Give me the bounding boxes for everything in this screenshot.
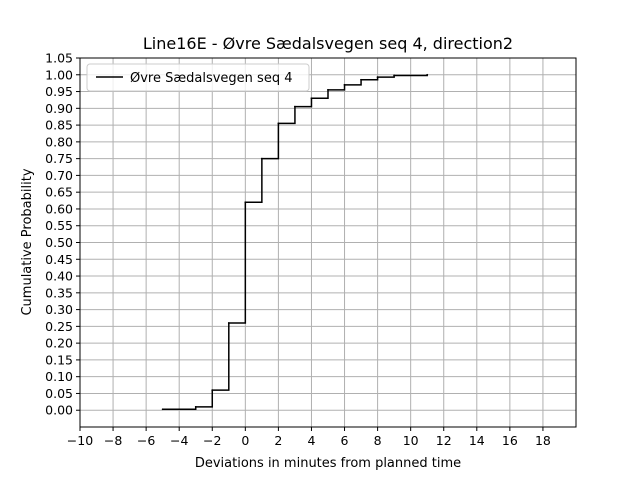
x-tick-label: 18 bbox=[535, 433, 551, 448]
y-tick-label: 0.30 bbox=[45, 302, 73, 317]
y-tick-label: 0.10 bbox=[45, 369, 73, 384]
y-tick-label: 0.85 bbox=[45, 118, 73, 133]
x-tick-label: −2 bbox=[203, 433, 221, 448]
y-tick-label: 0.00 bbox=[45, 403, 73, 418]
data-point bbox=[327, 88, 329, 91]
data-point bbox=[194, 405, 197, 408]
y-tick-label: 0.15 bbox=[45, 352, 73, 367]
y-tick-label: 0.40 bbox=[45, 269, 73, 284]
y-tick-label: 0.55 bbox=[45, 218, 73, 233]
series-layer bbox=[161, 73, 429, 411]
x-axis-ticks: −10 −8 −6 −4 −2 0 2 4 6 8 10 12 14 16 18 bbox=[67, 427, 551, 448]
x-tick-label: −8 bbox=[104, 433, 122, 448]
x-tick-label: 10 bbox=[403, 433, 419, 448]
y-tick-label: 0.95 bbox=[45, 84, 73, 99]
y-axis-title: Cumulative Probability bbox=[20, 168, 35, 315]
data-point bbox=[393, 74, 396, 77]
data-point bbox=[161, 408, 164, 411]
legend-box bbox=[86, 63, 310, 92]
x-tick-label: 14 bbox=[469, 433, 485, 448]
data-point bbox=[260, 157, 263, 160]
legend-entry-label: Øvre Sædalsvegen seq 4 bbox=[130, 71, 292, 86]
y-tick-label: 0.75 bbox=[45, 151, 73, 166]
y-tick-label: 0.65 bbox=[45, 185, 73, 200]
y-tick-label: 0.70 bbox=[45, 168, 73, 183]
y-tick-label: 0.80 bbox=[45, 134, 73, 149]
x-tick-label: 8 bbox=[374, 433, 382, 448]
data-point bbox=[244, 201, 247, 204]
data-point bbox=[211, 389, 214, 391]
y-tick-label: 0.50 bbox=[45, 235, 73, 250]
x-tick-label: 12 bbox=[436, 433, 452, 448]
y-tick-label: 1.00 bbox=[45, 67, 73, 82]
data-point bbox=[227, 322, 230, 324]
x-tick-label: 6 bbox=[341, 433, 349, 448]
y-tick-label: 0.20 bbox=[45, 336, 73, 351]
data-point bbox=[360, 78, 362, 81]
data-point bbox=[426, 73, 429, 76]
x-tick-label: −4 bbox=[170, 433, 188, 448]
y-tick-label: 1.05 bbox=[45, 51, 73, 66]
x-tick-label: 0 bbox=[241, 433, 249, 448]
legend: Øvre Sædalsvegen seq 4 bbox=[86, 63, 310, 92]
y-tick-label: 0.90 bbox=[45, 101, 73, 116]
y-tick-label: 0.05 bbox=[45, 386, 73, 401]
x-tick-label: 4 bbox=[307, 433, 315, 448]
data-point bbox=[343, 83, 346, 86]
grid bbox=[79, 57, 576, 427]
data-point bbox=[310, 97, 313, 100]
x-tick-label: −6 bbox=[137, 433, 155, 448]
data-point bbox=[277, 122, 280, 125]
y-tick-label: 0.35 bbox=[45, 285, 73, 300]
y-tick-label: 0.45 bbox=[45, 252, 73, 267]
x-tick-label: −10 bbox=[67, 433, 93, 448]
x-axis-title: Deviations in minutes from planned time bbox=[195, 456, 461, 471]
y-tick-label: 0.25 bbox=[45, 319, 73, 334]
x-tick-label: 2 bbox=[274, 433, 282, 448]
data-point bbox=[294, 105, 296, 108]
y-tick-label: 0.60 bbox=[45, 201, 73, 216]
chart-title: Line16E - Øvre Sædalsvegen seq 4, direct… bbox=[143, 34, 513, 53]
x-tick-label: 16 bbox=[502, 433, 518, 448]
y-axis-ticks: 0.00 0.05 0.10 0.150.20 0.25 0.30 0.350.40 0.45… bbox=[45, 51, 80, 418]
data-point bbox=[376, 76, 379, 79]
